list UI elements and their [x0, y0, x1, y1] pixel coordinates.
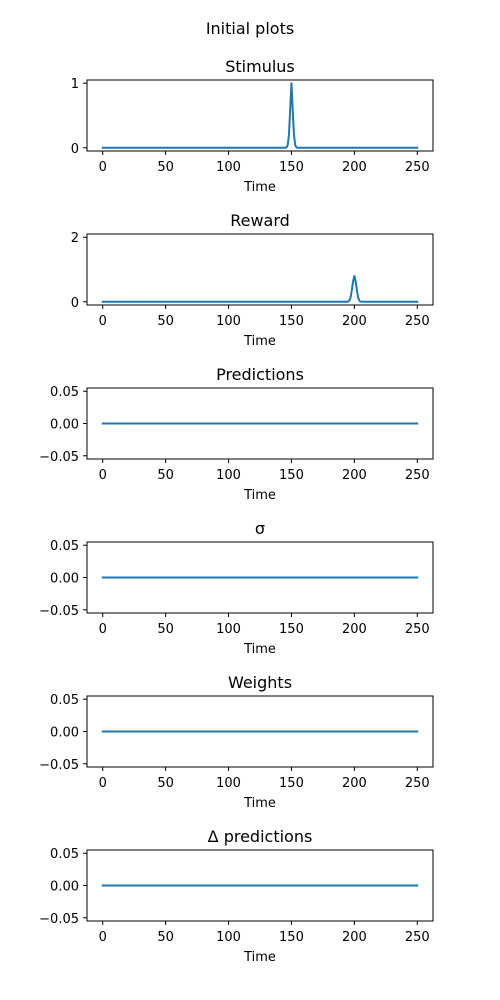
subplot-title: Stimulus: [225, 57, 295, 76]
x-tick-label: 200: [342, 776, 367, 791]
subplot-title: Reward: [230, 211, 290, 230]
subplot-2: Reward 0 50 100 150 200 250 0 2 Time: [71, 211, 434, 349]
x-tick-label: 50: [157, 314, 174, 329]
x-axis-label: Time: [243, 796, 276, 811]
x-tick-label: 150: [279, 622, 304, 637]
x-axis-label: Time: [243, 334, 276, 349]
x-tick-label: 100: [216, 622, 241, 637]
x-tick-label: 250: [405, 468, 430, 483]
x-tick-label: 150: [279, 314, 304, 329]
subplot-3: Predictions 0 50 100 150 200 250 −0.05 0.00 0.05 T…: [39, 365, 434, 503]
x-tick-label: 200: [342, 930, 367, 945]
x-tick-label: 200: [342, 160, 367, 175]
y-tick-label: −0.05: [39, 604, 79, 619]
x-tick-label: 50: [157, 776, 174, 791]
subplot-1: Stimulus 0 50 100 150 200 250 0 1 Time: [71, 57, 434, 195]
x-tick-label: 200: [342, 468, 367, 483]
subplot-4: σ 0 50 100 150 200 250 −0.05 0.00 0.05 Time: [39, 519, 434, 657]
y-tick-label: 0.05: [50, 539, 79, 554]
x-axis-label: Time: [243, 950, 276, 965]
y-tick-label: −0.05: [39, 450, 79, 465]
y-tick-label: 0: [71, 296, 79, 311]
x-tick-label: 0: [99, 314, 107, 329]
x-tick-label: 150: [279, 776, 304, 791]
subplot-title: Δ predictions: [208, 827, 313, 846]
subplot-6: Δ predictions 0 50 100 150 200 250 −0.05 0.00 0.0…: [39, 827, 434, 965]
x-tick-label: 250: [405, 314, 430, 329]
x-tick-label: 150: [279, 930, 304, 945]
x-tick-label: 50: [157, 930, 174, 945]
y-tick-label: −0.05: [39, 912, 79, 927]
y-tick-label: 0.00: [50, 880, 79, 895]
x-tick-label: 100: [216, 776, 241, 791]
subplot-title: σ: [255, 519, 265, 538]
x-tick-label: 250: [405, 160, 430, 175]
x-tick-label: 200: [342, 622, 367, 637]
y-tick-label: 2: [71, 231, 79, 246]
x-tick-label: 250: [405, 622, 430, 637]
x-axis-label: Time: [243, 488, 276, 503]
x-tick-label: 150: [279, 160, 304, 175]
axes-frame: [86, 79, 434, 152]
x-tick-label: 250: [405, 776, 430, 791]
y-tick-label: 0.00: [50, 726, 79, 741]
x-tick-label: 0: [99, 930, 107, 945]
subplot-5: Weights 0 50 100 150 200 250 −0.05 0.00 0.05 Time: [39, 673, 434, 811]
x-tick-label: 200: [342, 314, 367, 329]
y-tick-label: −0.05: [39, 758, 79, 773]
x-tick-label: 0: [99, 776, 107, 791]
y-tick-label: 0.05: [50, 693, 79, 708]
y-tick-label: 1: [71, 77, 79, 92]
axes-frame: [86, 233, 434, 306]
x-tick-label: 50: [157, 160, 174, 175]
subplot-title: Weights: [228, 673, 292, 692]
y-tick-label: 0.00: [50, 418, 79, 433]
x-tick-label: 100: [216, 468, 241, 483]
y-tick-label: 0: [71, 142, 79, 157]
series-line: [101, 274, 419, 303]
x-tick-label: 250: [405, 930, 430, 945]
x-tick-label: 100: [216, 160, 241, 175]
x-axis-label: Time: [243, 642, 276, 657]
x-tick-label: 100: [216, 314, 241, 329]
y-tick-label: 0.00: [50, 572, 79, 587]
x-tick-label: 50: [157, 468, 174, 483]
x-tick-label: 150: [279, 468, 304, 483]
x-tick-label: 50: [157, 622, 174, 637]
x-tick-label: 100: [216, 930, 241, 945]
figure-suptitle: Initial plots: [206, 19, 294, 38]
x-tick-label: 0: [99, 622, 107, 637]
series-line: [101, 82, 419, 149]
y-tick-label: 0.05: [50, 385, 79, 400]
x-tick-label: 0: [99, 468, 107, 483]
y-tick-label: 0.05: [50, 847, 79, 862]
x-tick-label: 0: [99, 160, 107, 175]
x-axis-label: Time: [243, 180, 276, 195]
subplot-title: Predictions: [216, 365, 304, 384]
